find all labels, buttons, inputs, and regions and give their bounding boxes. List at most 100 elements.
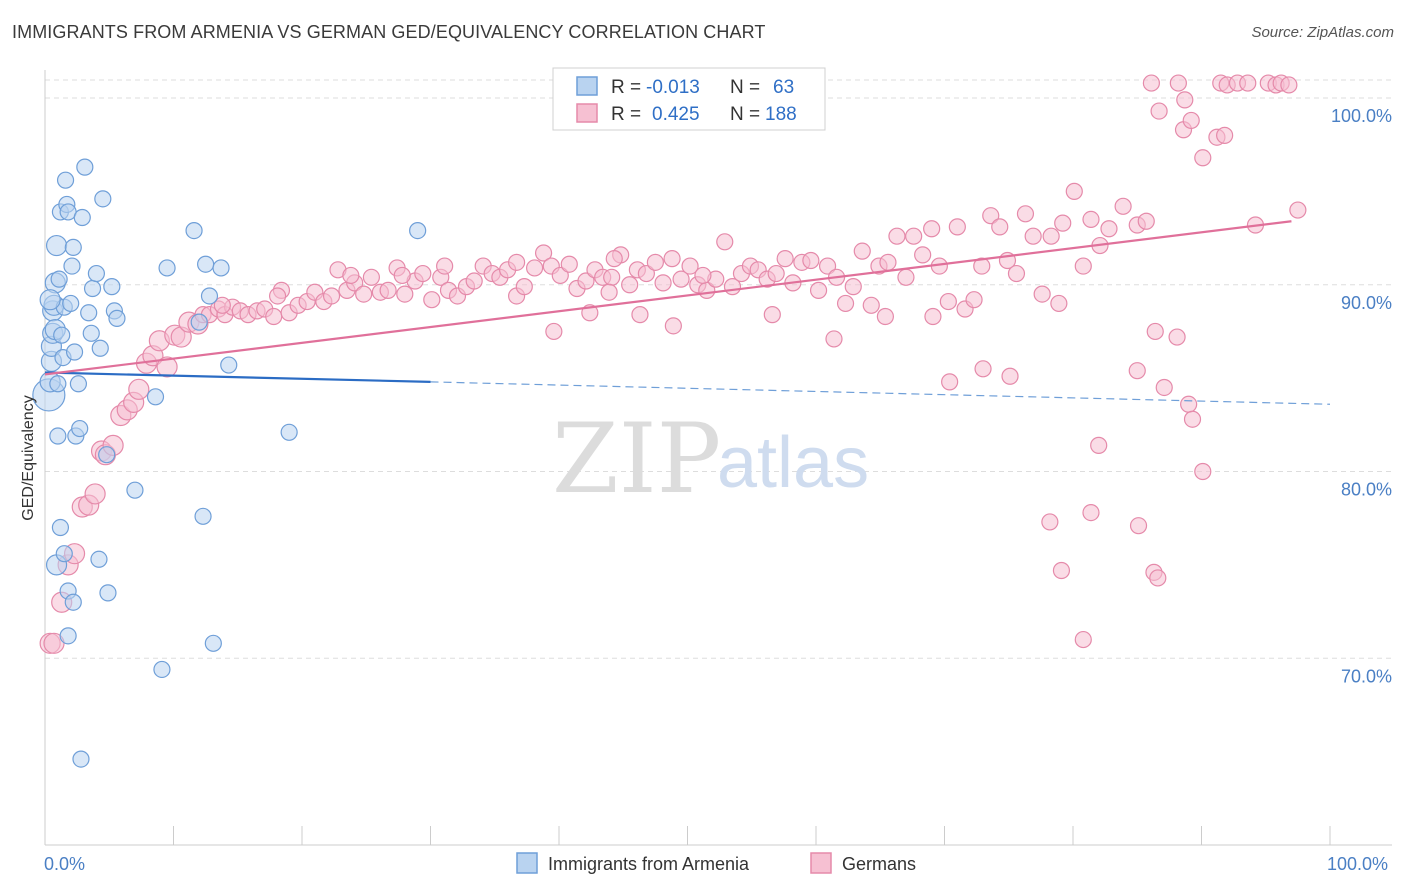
- legend-n-label-1: N =: [730, 77, 760, 98]
- germans-point-51: [423, 291, 441, 309]
- germans-point-130: [763, 306, 781, 324]
- germans-point-149: [1180, 395, 1198, 413]
- germans-point-146: [1146, 322, 1164, 341]
- germans-point-56: [465, 272, 483, 290]
- armenia-point-21: [65, 343, 84, 361]
- germans-point-39: [322, 287, 341, 305]
- germans-point-117: [991, 218, 1009, 236]
- germans-point-104: [879, 253, 897, 271]
- armenia-point-36: [71, 419, 89, 438]
- watermark-atlas: atlas: [717, 423, 869, 503]
- germans-point-129: [664, 317, 682, 335]
- legend-r-label-2: R =: [611, 104, 641, 125]
- germans-point-178: [1289, 201, 1307, 219]
- germans-point-14: [128, 378, 150, 400]
- germans-point-134: [941, 373, 959, 391]
- germans-point-168: [1176, 91, 1194, 109]
- germans-point-67: [560, 255, 578, 273]
- armenia-point-29: [91, 339, 109, 357]
- germans-point-123: [1042, 227, 1060, 245]
- armenia-point-25: [80, 304, 98, 322]
- x-tick-label-max: 100.0%: [1327, 854, 1388, 874]
- germans-point-107: [905, 227, 923, 245]
- armenia-point-55: [99, 584, 117, 602]
- germans-point-120: [1016, 205, 1035, 223]
- armenia-point-39: [146, 388, 165, 406]
- germans-point-154: [1082, 503, 1100, 522]
- armenia-point-59: [158, 259, 176, 277]
- armenia-point-20: [64, 238, 82, 257]
- armenia-point-53: [64, 593, 82, 611]
- legend-swatch-armenia: [516, 852, 538, 874]
- germans-point-18: [156, 356, 178, 378]
- armenia-point-58: [72, 750, 90, 768]
- germans-point-62: [515, 278, 533, 296]
- germans-point-91: [767, 264, 785, 283]
- armenia-trend-extension: [430, 381, 1331, 405]
- armenia-point-40: [185, 222, 203, 240]
- germans-point-64: [534, 244, 553, 262]
- germans-point-148: [1168, 328, 1186, 346]
- armenia-point-45: [194, 507, 212, 525]
- germans-point-187: [694, 266, 712, 285]
- legend-swatch-blue: [576, 76, 598, 96]
- germans-point-109: [923, 220, 941, 238]
- chart-title: IMMIGRANTS FROM ARMENIA VS GERMAN GED/EQ…: [12, 22, 766, 42]
- germans-point-46: [379, 281, 397, 299]
- armenia-point-43: [200, 287, 219, 305]
- armenia-point-11: [50, 270, 68, 288]
- watermark: ZIP atlas: [552, 403, 869, 515]
- armenia-point-56: [153, 660, 171, 679]
- germans-point-186: [605, 250, 623, 268]
- armenia-point-34: [49, 427, 67, 445]
- trend-lines: [44, 220, 1331, 405]
- y-tick-label-3: 100.0%: [1331, 106, 1392, 126]
- germans-point-184: [436, 257, 454, 275]
- germans-point-166: [1150, 102, 1168, 120]
- germans-point-152: [1128, 362, 1146, 380]
- axes: [44, 70, 1392, 846]
- germans-point-44: [362, 268, 380, 286]
- germans-point-100: [844, 278, 862, 296]
- correlation-legend: R = -0.013 N = 63 R = 0.425 N = 188: [552, 67, 826, 131]
- legend-swatch-germans: [810, 852, 832, 874]
- legend-n-label-2: N =: [730, 104, 760, 125]
- germans-point-121: [1024, 227, 1042, 245]
- germans-point-108: [914, 246, 932, 264]
- armenia-point-37: [98, 446, 116, 464]
- germans-point-114: [965, 291, 983, 309]
- germans-point-153: [1090, 436, 1108, 454]
- germans-point-156: [1041, 513, 1059, 531]
- germans-point-143: [1114, 197, 1132, 215]
- germans-point-72: [603, 268, 621, 286]
- legend-label-armenia: Immigrants from Armenia: [548, 854, 750, 874]
- germans-point-112: [948, 218, 966, 236]
- legend-box: [552, 67, 826, 131]
- germans-point-7: [84, 483, 106, 505]
- germans-point-165: [1142, 74, 1160, 92]
- armenia-point-18: [62, 294, 80, 313]
- armenia-point-30: [94, 190, 112, 208]
- germans-point-101: [853, 242, 871, 260]
- germans-point-167: [1169, 74, 1187, 92]
- germans-point-145: [1137, 212, 1155, 230]
- germans-point-125: [545, 322, 563, 341]
- armenia-point-13: [53, 326, 71, 344]
- germans-point-106: [897, 268, 915, 286]
- armenia-point-24: [76, 158, 94, 176]
- grid-lines: [45, 79, 1392, 659]
- germans-point-133: [924, 307, 942, 326]
- germans-point-150: [1183, 410, 1202, 428]
- armenia-point-49: [51, 518, 70, 537]
- germans-point-77: [646, 253, 664, 271]
- germans-point-50: [414, 264, 432, 283]
- germans-point-97: [818, 257, 837, 275]
- armenia-trend-line: [44, 371, 431, 383]
- chart-source: Source: ZipAtlas.com: [1251, 24, 1394, 41]
- germans-point-111: [939, 292, 957, 311]
- y-tick-label-2: 90.0%: [1341, 293, 1392, 313]
- germans-point-124: [1050, 294, 1068, 313]
- x-tick-label-min: 0.0%: [44, 854, 85, 874]
- germans-point-92: [776, 250, 794, 268]
- watermark-zip: ZIP: [552, 403, 721, 515]
